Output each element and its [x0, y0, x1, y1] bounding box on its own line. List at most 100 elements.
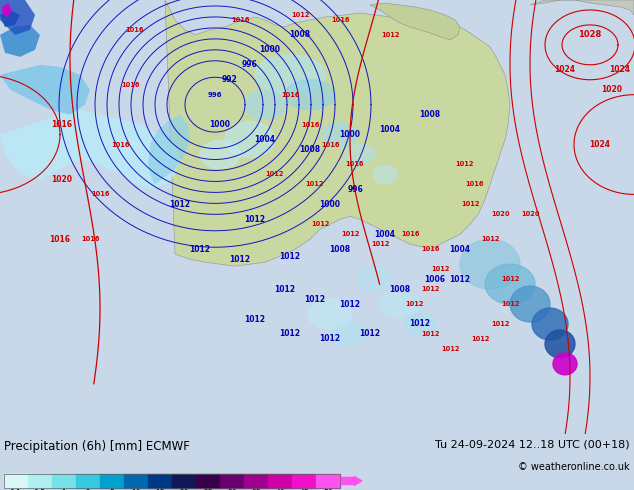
Text: 1016: 1016: [421, 246, 439, 252]
Polygon shape: [0, 110, 180, 190]
Text: 996: 996: [347, 185, 363, 194]
Text: 1012: 1012: [421, 286, 439, 292]
Text: 1020: 1020: [602, 85, 623, 94]
Text: 1008: 1008: [330, 245, 351, 254]
Bar: [220, 474, 244, 488]
Text: 1: 1: [61, 489, 67, 490]
Text: 1008: 1008: [299, 145, 321, 154]
Text: 1000: 1000: [320, 200, 340, 209]
Text: 1012: 1012: [491, 321, 509, 327]
Text: 1012: 1012: [450, 274, 470, 284]
Text: 1024: 1024: [609, 65, 630, 74]
Text: 1012: 1012: [340, 231, 359, 237]
Text: 1016: 1016: [331, 17, 349, 23]
Ellipse shape: [373, 166, 397, 183]
Ellipse shape: [255, 55, 325, 95]
Bar: [100, 474, 124, 488]
Ellipse shape: [245, 90, 285, 120]
Text: 10: 10: [131, 489, 141, 490]
Text: 0.5: 0.5: [34, 489, 46, 490]
Text: 1012: 1012: [280, 329, 301, 339]
Text: 1000: 1000: [209, 120, 231, 129]
Text: 1012: 1012: [311, 221, 329, 227]
Ellipse shape: [380, 290, 420, 318]
Polygon shape: [2, 3, 12, 17]
Text: 1004: 1004: [375, 230, 396, 239]
Text: 1020: 1020: [51, 175, 72, 184]
Polygon shape: [530, 0, 634, 15]
Text: 1004: 1004: [254, 135, 276, 144]
Text: 1012: 1012: [501, 276, 519, 282]
Ellipse shape: [485, 264, 535, 304]
Ellipse shape: [460, 239, 520, 289]
Text: 1016: 1016: [301, 122, 320, 127]
Polygon shape: [165, 0, 510, 266]
Text: 1012: 1012: [306, 181, 324, 188]
Text: Precipitation (6h) [mm] ECMWF: Precipitation (6h) [mm] ECMWF: [4, 440, 190, 453]
Text: 1012: 1012: [481, 236, 499, 242]
Ellipse shape: [225, 122, 275, 157]
Bar: [4, 474, 340, 488]
Ellipse shape: [322, 122, 358, 147]
Text: 1012: 1012: [339, 299, 361, 309]
Text: 25: 25: [203, 489, 213, 490]
Text: 20: 20: [179, 489, 189, 490]
Text: 1016: 1016: [321, 142, 339, 147]
Text: 1012: 1012: [381, 32, 399, 38]
Bar: [268, 474, 292, 488]
Text: 1012: 1012: [291, 12, 309, 18]
Polygon shape: [0, 0, 35, 35]
Text: © weatheronline.co.uk: © weatheronline.co.uk: [519, 462, 630, 472]
Polygon shape: [370, 3, 460, 40]
Text: 1016: 1016: [126, 27, 145, 33]
Text: 1006: 1006: [425, 274, 446, 284]
Text: 1012: 1012: [371, 241, 389, 247]
Bar: [28, 474, 52, 488]
Text: 1012: 1012: [461, 201, 479, 207]
Text: 1012: 1012: [245, 215, 266, 224]
Text: 1008: 1008: [389, 285, 411, 294]
Text: 1016: 1016: [231, 17, 249, 23]
Text: 1016: 1016: [346, 162, 365, 168]
Ellipse shape: [308, 299, 352, 329]
Text: 1012: 1012: [304, 294, 325, 304]
Bar: [148, 474, 172, 488]
Text: Tu 24-09-2024 12..18 UTC (00+18): Tu 24-09-2024 12..18 UTC (00+18): [436, 440, 630, 450]
Text: 50: 50: [323, 489, 333, 490]
Text: 15: 15: [155, 489, 165, 490]
Bar: [52, 474, 76, 488]
Text: 1012: 1012: [359, 329, 380, 339]
Text: 1012: 1012: [501, 301, 519, 307]
Text: 1016: 1016: [111, 142, 129, 147]
Text: 1016: 1016: [91, 192, 109, 197]
Text: 1016: 1016: [401, 231, 419, 237]
Text: 1012: 1012: [471, 336, 489, 342]
Text: 1000: 1000: [339, 130, 361, 139]
Text: 1016: 1016: [120, 82, 139, 88]
Text: 1012: 1012: [410, 319, 430, 328]
Ellipse shape: [345, 145, 375, 165]
Ellipse shape: [357, 266, 393, 292]
Text: 1024: 1024: [590, 140, 611, 149]
Text: 1016: 1016: [466, 181, 484, 188]
Text: 1024: 1024: [555, 65, 576, 74]
Bar: [76, 474, 100, 488]
Text: 992: 992: [222, 75, 238, 84]
Text: 1028: 1028: [578, 30, 602, 39]
Polygon shape: [0, 10, 20, 27]
Text: 1016: 1016: [51, 120, 72, 129]
Text: 996: 996: [242, 60, 258, 69]
Ellipse shape: [332, 322, 368, 346]
Text: 1016: 1016: [49, 235, 70, 244]
Text: 1012: 1012: [266, 172, 284, 177]
Text: 1020: 1020: [491, 211, 509, 218]
Text: 1008: 1008: [420, 110, 441, 119]
Text: 1012: 1012: [421, 331, 439, 337]
Text: 40: 40: [275, 489, 285, 490]
Text: 1004: 1004: [450, 245, 470, 254]
Text: 1012: 1012: [430, 266, 450, 272]
Text: 1012: 1012: [441, 346, 459, 352]
Ellipse shape: [510, 286, 550, 322]
Text: 45: 45: [299, 489, 309, 490]
Text: 30: 30: [227, 489, 237, 490]
